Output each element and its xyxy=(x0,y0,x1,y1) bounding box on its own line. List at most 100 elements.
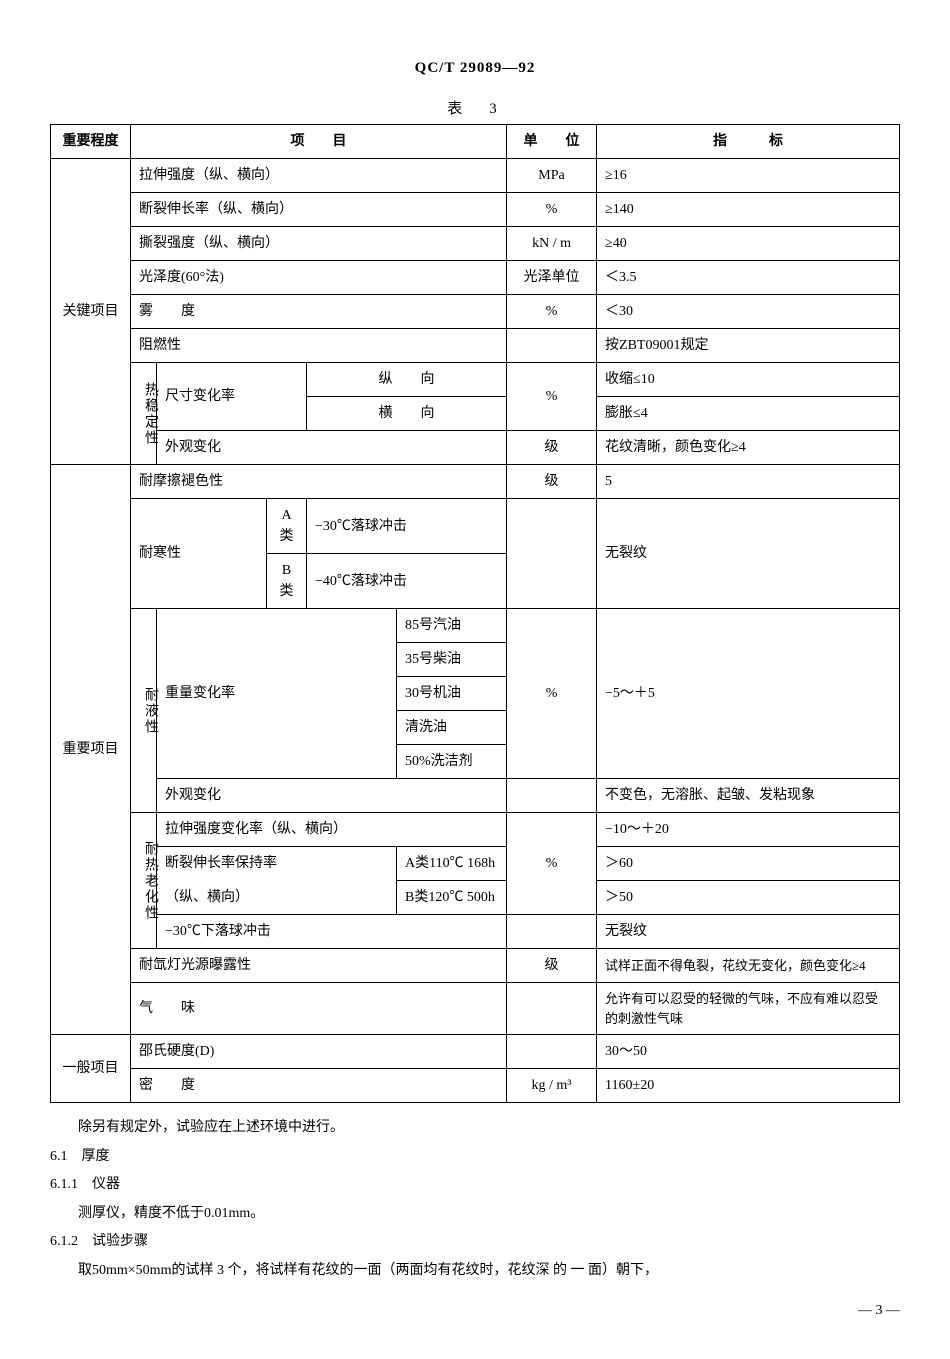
table-row: 光泽度(60°法) 光泽单位 ＜3.5 xyxy=(51,261,900,295)
table-row: 撕裂强度（纵、横向） kN / m ≥40 xyxy=(51,227,900,261)
cell-liq: 清洗油 xyxy=(397,711,507,745)
hdr-importance: 重要程度 xyxy=(51,125,131,159)
cell-liq: 30号机油 xyxy=(397,677,507,711)
cell-item: 拉伸强度变化率（纵、横向） xyxy=(157,813,507,847)
cell-item: 外观变化 xyxy=(157,431,507,465)
cell-item: 断裂伸长率（纵、横向） xyxy=(131,193,507,227)
group-key: 关键项目 xyxy=(51,159,131,465)
cell-spec: ＜3.5 xyxy=(597,261,900,295)
table-row: 关键项目 拉伸强度（纵、横向） MPa ≥16 xyxy=(51,159,900,193)
cell-spec: 无裂纹 xyxy=(597,915,900,949)
table-row: 外观变化 不变色，无溶胀、起皱、发粘现象 xyxy=(51,779,900,813)
cell-item: 气 味 xyxy=(131,983,507,1035)
cell-spec: −10～＋20 xyxy=(597,813,900,847)
cell-item: −40℃落球冲击 xyxy=(307,554,507,609)
table-caption: 表 3 xyxy=(50,97,900,118)
cell-item: 拉伸强度（纵、横向） xyxy=(131,159,507,193)
cell-spec: 1160±20 xyxy=(597,1069,900,1103)
table-row: 耐氙灯光源曝露性 级 试样正面不得龟裂，花纹无变化，颜色变化≥4 xyxy=(51,949,900,983)
cell-unit: 级 xyxy=(507,465,597,499)
cell-item: −30℃下落球冲击 xyxy=(157,915,507,949)
table-row: 断裂伸长率保持率 A类110℃ 168h ＞60 xyxy=(51,847,900,881)
section-heading: 6.1 厚度 xyxy=(50,1144,900,1171)
cell-unit: % xyxy=(507,363,597,431)
cell-item: 耐氙灯光源曝露性 xyxy=(131,949,507,983)
cell-spec: −5～＋5 xyxy=(597,609,900,779)
cell-spec: 按ZBT09001规定 xyxy=(597,329,900,363)
cell-dimchange: 尺寸变化率 xyxy=(157,363,307,431)
hdr-spec: 指 标 xyxy=(597,125,900,159)
hdr-item: 项 目 xyxy=(131,125,507,159)
table-row: 外观变化 级 花纹清晰，颜色变化≥4 xyxy=(51,431,900,465)
cell-unit xyxy=(507,499,597,609)
page-number: — 3 — xyxy=(50,1303,900,1319)
cell-spec: 花纹清晰，颜色变化≥4 xyxy=(597,431,900,465)
table-row: 一般项目 邵氏硬度(D) 30～50 xyxy=(51,1035,900,1069)
cell-item: 雾 度 xyxy=(131,295,507,329)
body-text: 除另有规定外，试验应在上述环境中进行。 6.1 厚度 6.1.1 仪器 测厚仪，… xyxy=(50,1115,900,1285)
cell-spec: 无裂纹 xyxy=(597,499,900,609)
cell-item: 密 度 xyxy=(131,1069,507,1103)
table-row: 热稳定性 尺寸变化率 纵 向 % 收缩≤10 xyxy=(51,363,900,397)
spec-table: 重要程度 项 目 单 位 指 标 关键项目 拉伸强度（纵、横向） MPa ≥16… xyxy=(50,124,900,1103)
cell-unit: % xyxy=(507,193,597,227)
table-row: 气 味 允许有可以忍受的轻微的气味，不应有难以忍受的刺激性气味 xyxy=(51,983,900,1035)
cell-spec: 不变色，无溶胀、起皱、发粘现象 xyxy=(597,779,900,813)
cell-spec: 膨胀≤4 xyxy=(597,397,900,431)
cell-item: B类120℃ 500h xyxy=(397,881,507,915)
table-row: （纵、横向） B类120℃ 500h ＞50 xyxy=(51,881,900,915)
cell-spec: ≥140 xyxy=(597,193,900,227)
cell-liq: 35号柴油 xyxy=(397,643,507,677)
cell-spec: 试样正面不得龟裂，花纹无变化，颜色变化≥4 xyxy=(597,949,900,983)
cell-unit: kg / m³ xyxy=(507,1069,597,1103)
table-header-row: 重要程度 项 目 单 位 指 标 xyxy=(51,125,900,159)
hdr-unit: 单 位 xyxy=(507,125,597,159)
cell-spec: 5 xyxy=(597,465,900,499)
section-heading: 6.1.1 仪器 xyxy=(50,1172,900,1199)
cell-unit xyxy=(507,779,597,813)
cell-cold: 耐寒性 xyxy=(131,499,267,609)
cell-elong-sub: （纵、横向） xyxy=(157,881,397,915)
group-general: 一般项目 xyxy=(51,1035,131,1103)
subhead-heataging: 耐热老化性 xyxy=(131,813,157,949)
cell-item: 外观变化 xyxy=(157,779,507,813)
para: 测厚仪，精度不低于0.01mm。 xyxy=(50,1201,900,1228)
cell-unit: 级 xyxy=(507,431,597,465)
doc-code: QC/T 29089—92 xyxy=(50,60,900,77)
cell-unit: % xyxy=(507,295,597,329)
para: 除另有规定外，试验应在上述环境中进行。 xyxy=(50,1115,900,1142)
cell-item: 耐摩擦褪色性 xyxy=(131,465,507,499)
cell-spec: 30～50 xyxy=(597,1035,900,1069)
para: 取50mm×50mm的试样 3 个，将试样有花纹的一面（两面均有花纹时，花纹深 … xyxy=(50,1258,900,1285)
cell-item: 撕裂强度（纵、横向） xyxy=(131,227,507,261)
cell-spec: 允许有可以忍受的轻微的气味，不应有难以忍受的刺激性气味 xyxy=(597,983,900,1035)
subhead-liquid: 耐液性 xyxy=(131,609,157,813)
cell-unit xyxy=(507,1035,597,1069)
cell-unit xyxy=(507,915,597,949)
cell-cls: A 类 xyxy=(267,499,307,554)
table-row: 断裂伸长率（纵、横向） % ≥140 xyxy=(51,193,900,227)
table-row: 重要项目 耐摩擦褪色性 级 5 xyxy=(51,465,900,499)
cell-spec: ≥40 xyxy=(597,227,900,261)
cell-item: 横 向 xyxy=(307,397,507,431)
cell-unit: 光泽单位 xyxy=(507,261,597,295)
cell-unit: % xyxy=(507,813,597,915)
cell-unit: % xyxy=(507,609,597,779)
cell-unit: 级 xyxy=(507,949,597,983)
cell-unit xyxy=(507,329,597,363)
table-row: −30℃下落球冲击 无裂纹 xyxy=(51,915,900,949)
table-row: 雾 度 % ＜30 xyxy=(51,295,900,329)
cell-elong-label: 断裂伸长率保持率 xyxy=(157,847,397,881)
subhead-thermal: 热稳定性 xyxy=(131,363,157,465)
table-row: 耐液性 重量变化率 85号汽油 % −5～＋5 xyxy=(51,609,900,643)
cell-spec: ≥16 xyxy=(597,159,900,193)
cell-spec: ＞50 xyxy=(597,881,900,915)
cell-unit: kN / m xyxy=(507,227,597,261)
cell-spec: 收缩≤10 xyxy=(597,363,900,397)
table-row: 阻燃性 按ZBT09001规定 xyxy=(51,329,900,363)
cell-unit xyxy=(507,983,597,1035)
section-heading: 6.1.2 试验步骤 xyxy=(50,1229,900,1256)
table-row: 耐寒性 A 类 −30℃落球冲击 无裂纹 xyxy=(51,499,900,554)
cell-liq: 85号汽油 xyxy=(397,609,507,643)
cell-item: 邵氏硬度(D) xyxy=(131,1035,507,1069)
